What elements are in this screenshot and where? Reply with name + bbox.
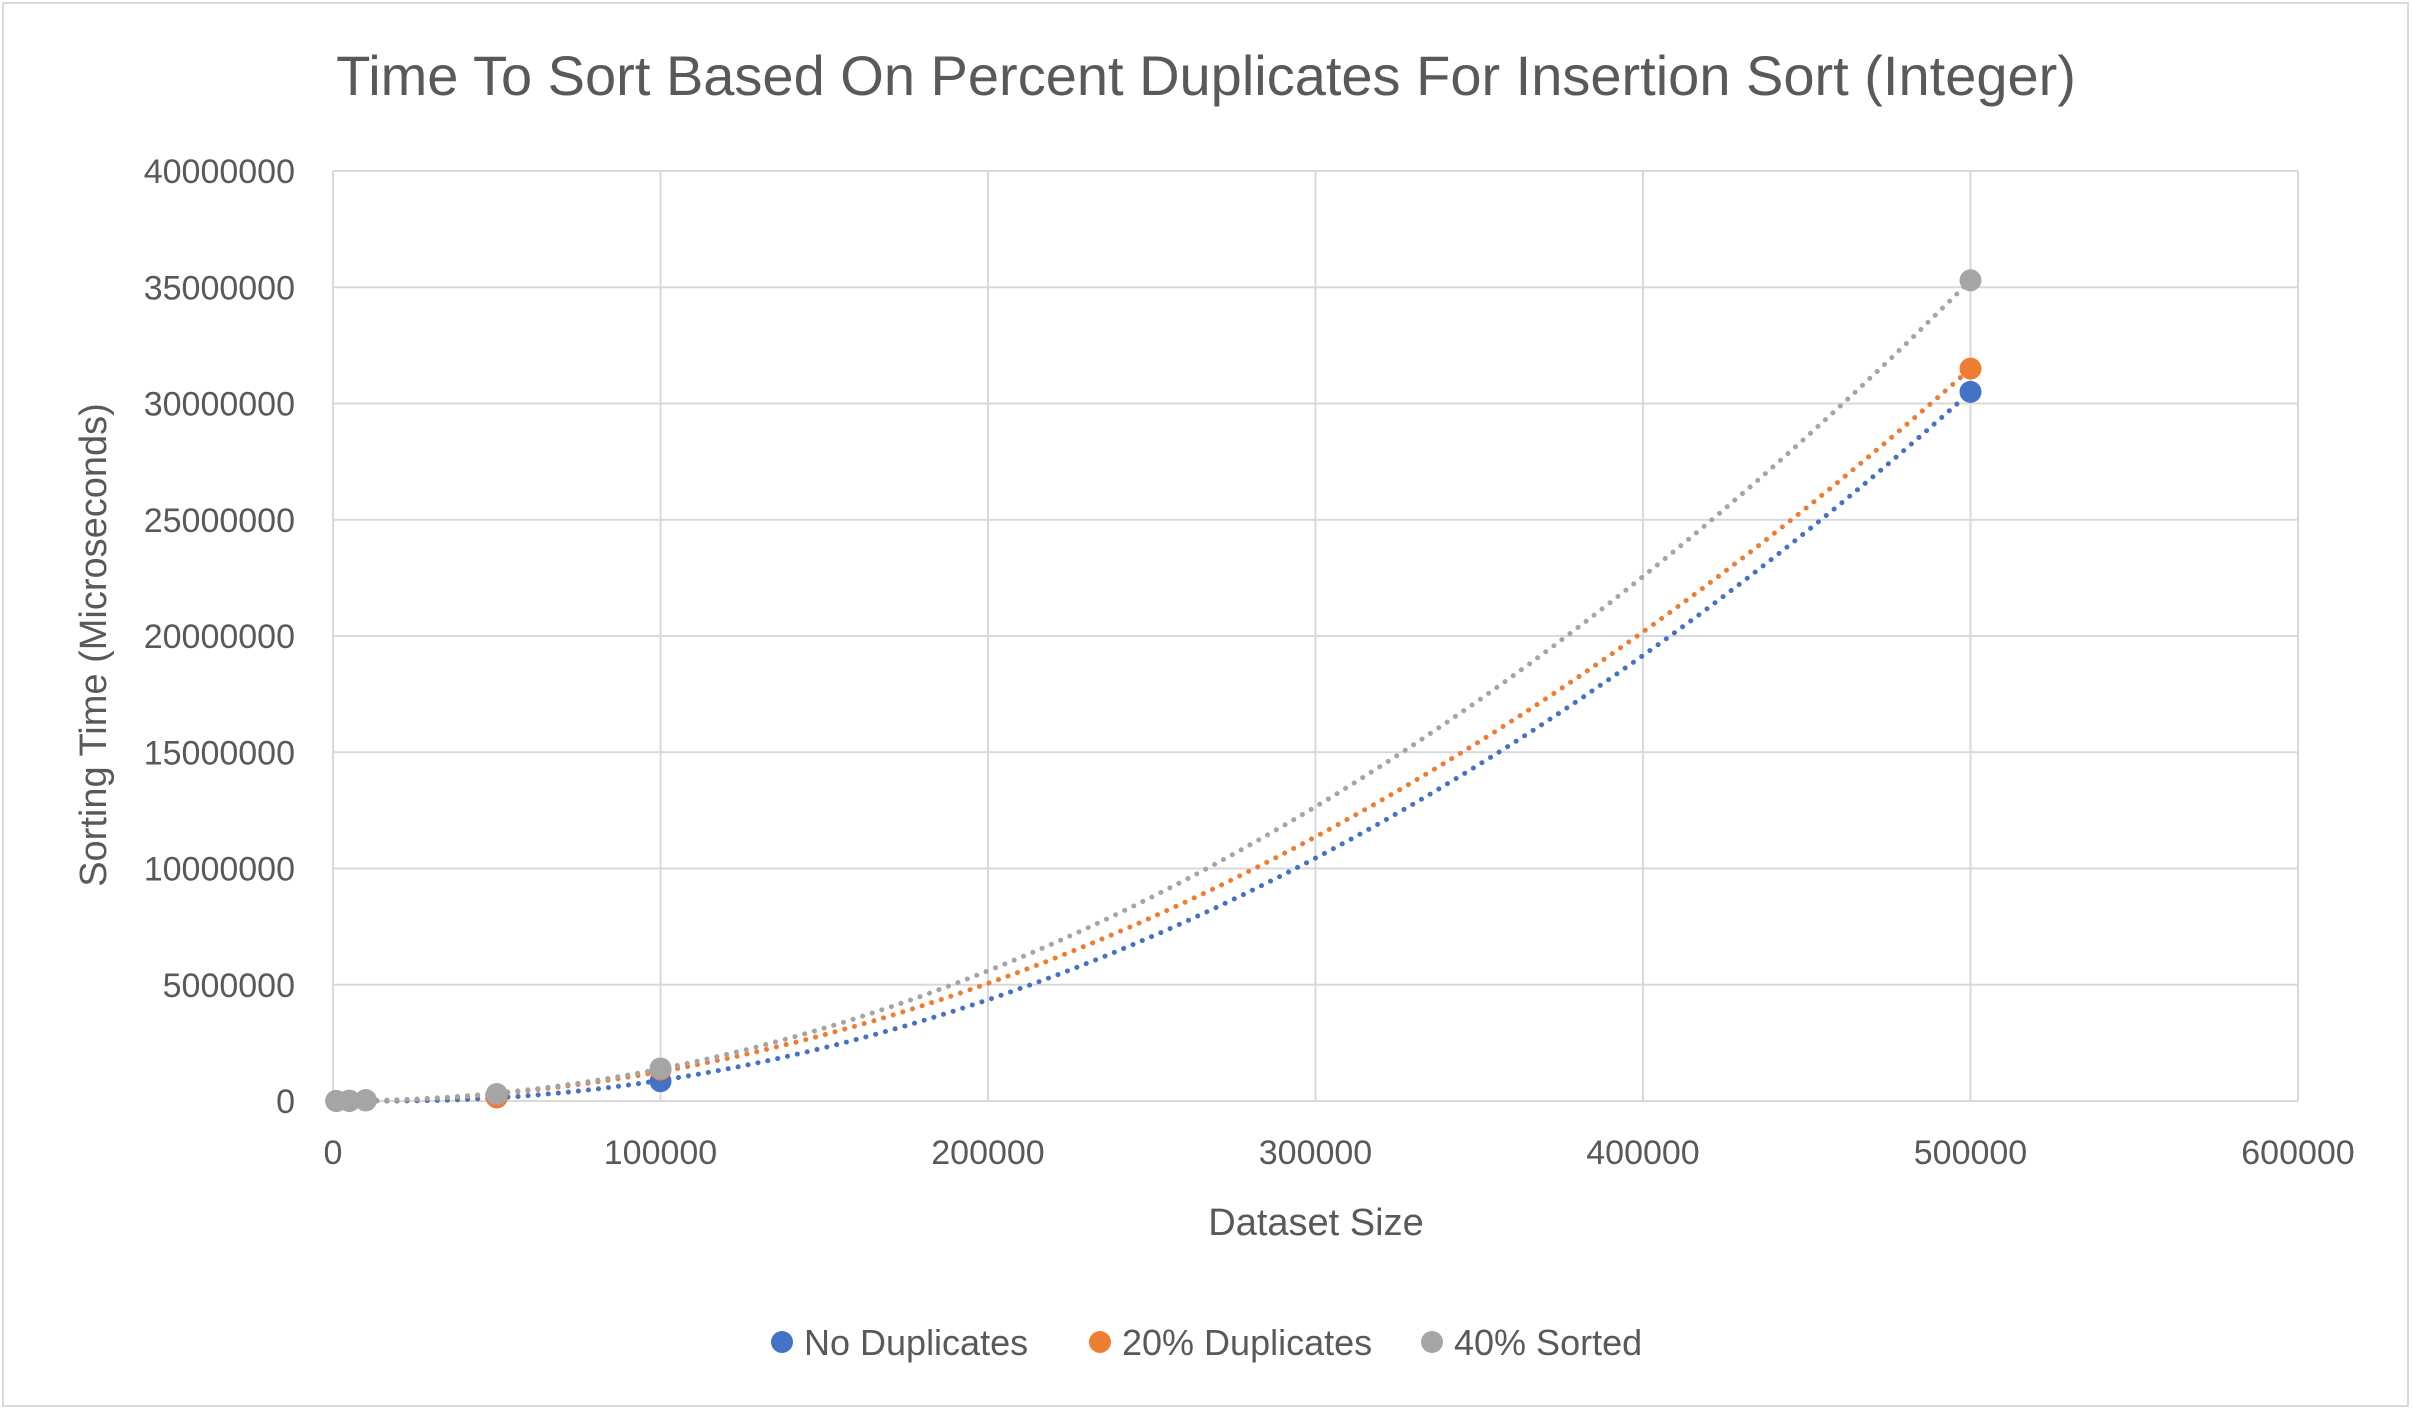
- data-points: [325, 269, 1982, 1112]
- legend-label-2: 40% Sorted: [1454, 1322, 1642, 1363]
- trendline-series-2: [333, 277, 1973, 1104]
- y-tick-label-1: 5000000: [163, 967, 295, 1005]
- legend-marker-2: [1421, 1331, 1443, 1353]
- trendline-series-0: [333, 389, 1973, 1104]
- x-axis-title: Dataset Size: [1208, 1202, 1423, 1244]
- legend-marker-1: [1089, 1331, 1111, 1353]
- y-tick-label-4: 20000000: [144, 618, 295, 656]
- legend: No Duplicates 20% Duplicates 40% Sorted: [771, 1322, 1642, 1363]
- x-tick-label-2: 200000: [931, 1134, 1044, 1172]
- point-series-2-3: [485, 1083, 508, 1106]
- x-tick-label-4: 400000: [1586, 1134, 1699, 1172]
- y-axis-title: Sorting Time (Microseconds): [73, 403, 115, 887]
- y-axis-ticks: 0 5000000 10000000 15000000 20000000 25000000…: [144, 153, 295, 1121]
- point-series-2-1: [338, 1089, 361, 1112]
- y-tick-label-2: 10000000: [144, 851, 295, 889]
- y-tick-label-5: 25000000: [144, 502, 295, 540]
- chart-title: Time To Sort Based On Percent Duplicates…: [336, 44, 2076, 107]
- point-series-2-2: [354, 1089, 377, 1112]
- gridlines: [332, 170, 2299, 1102]
- trendlines: [333, 277, 1973, 1104]
- legend-marker-0: [771, 1331, 793, 1353]
- y-tick-label-6: 30000000: [144, 386, 295, 424]
- x-tick-label-6: 600000: [2241, 1134, 2354, 1172]
- y-tick-label-3: 15000000: [144, 734, 295, 772]
- y-tick-label-0: 0: [276, 1083, 295, 1121]
- y-tick-label-7: 35000000: [144, 269, 295, 307]
- point-series-0-5: [1959, 380, 1982, 403]
- x-tick-label-0: 0: [324, 1134, 343, 1172]
- trendline-series-1: [333, 366, 1973, 1104]
- x-tick-label-1: 100000: [604, 1134, 717, 1172]
- point-series-2-4: [649, 1057, 672, 1080]
- legend-label-1: 20% Duplicates: [1122, 1322, 1372, 1363]
- y-tick-label-8: 40000000: [144, 153, 295, 191]
- legend-label-0: No Duplicates: [804, 1322, 1028, 1363]
- point-series-2-5: [1959, 269, 1982, 292]
- x-tick-label-5: 500000: [1914, 1134, 2027, 1172]
- x-tick-label-3: 300000: [1259, 1134, 1372, 1172]
- point-series-1-5: [1959, 357, 1982, 380]
- x-axis-ticks: 0 100000 200000 300000 400000 500000 600000: [324, 1134, 2355, 1172]
